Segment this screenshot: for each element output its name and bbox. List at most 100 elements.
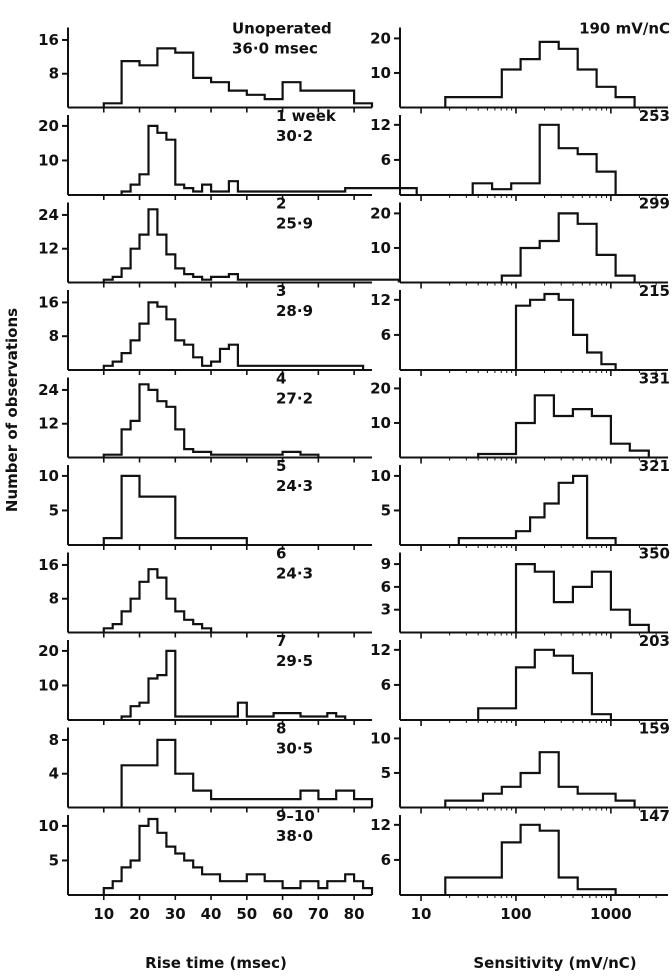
left-panel-2-histogram [120, 124, 418, 195]
left-xtick-label-2: 30 [165, 905, 186, 923]
left-xtick-label-4: 50 [236, 905, 257, 923]
right-panel-9-annotation: 159 [639, 720, 670, 738]
left-panel-4-annotation-1: 28·9 [276, 302, 313, 320]
left-panel-1-ytick-label-1: 8 [49, 65, 59, 83]
right-panel-7-annotation: 350 [639, 545, 670, 563]
left-panel-9-annotation-0: 8 [276, 720, 286, 738]
left-panel-10-histogram [102, 817, 374, 895]
right-panel-10-ytick-label-1: 6 [381, 851, 391, 869]
left-panel-6-ytick-label-0: 10 [38, 467, 59, 485]
right-panel-5-ytick-label-1: 10 [370, 414, 391, 432]
left-xtick-label-7: 80 [344, 905, 365, 923]
left-panel-10-annotation-1: 38·0 [276, 827, 313, 845]
left-panel-7-annotation-1: 24·3 [276, 565, 313, 583]
right-panel-7-ytick-label-1: 6 [381, 578, 391, 596]
right-panel-9-histogram [444, 751, 636, 808]
left-panel-7-ytick-label-0: 16 [38, 556, 59, 574]
right-panel-3-ytick-label-1: 10 [370, 239, 391, 257]
right-panel-5-annotation: 331 [639, 370, 670, 388]
left-panel-7-annotation-0: 6 [276, 545, 286, 563]
left-panel-7-ytick-label-1: 8 [49, 590, 59, 608]
right-panel-3-ytick-label-0: 20 [370, 204, 391, 222]
left-xtick-label-1: 20 [129, 905, 150, 923]
left-panel-3-ytick-label-0: 24 [38, 206, 59, 224]
left-panel-2-annotation-1: 30·2 [276, 127, 313, 145]
left-xtick-label-5: 60 [272, 905, 293, 923]
right-panel-7-ytick-label-2: 3 [381, 601, 391, 619]
right-panel-4-ytick-label-1: 6 [381, 326, 391, 344]
right-xtick-label-1: 100 [500, 905, 531, 923]
left-panel-1-ytick-label-0: 16 [38, 31, 59, 49]
right-panel-8-annotation: 203 [639, 632, 670, 650]
right-panel-1-ytick-label-1: 10 [370, 64, 391, 82]
right-panel-7-histogram [514, 563, 650, 633]
left-panel-4-ytick-label-1: 8 [49, 327, 59, 345]
right-panel-4-ytick-label-0: 12 [370, 291, 391, 309]
left-panel-5-ytick-label-0: 24 [38, 381, 59, 399]
right-panel-10-ytick-label-0: 12 [370, 816, 391, 834]
right-panel-1-annotation: 190 mV/nC [579, 20, 670, 38]
left-panel-5-histogram [102, 383, 320, 458]
left-panel-10-ytick-label-1: 5 [49, 851, 59, 869]
right-panel-6-ytick-label-0: 10 [370, 467, 391, 485]
right-panel-2-ytick-label-1: 6 [381, 151, 391, 169]
left-panel-1-histogram [102, 47, 374, 108]
right-panel-8-histogram [477, 648, 612, 720]
right-panel-2-ytick-label-0: 12 [370, 116, 391, 134]
right-panel-6-annotation: 321 [639, 457, 670, 475]
left-panel-7-histogram [102, 568, 213, 633]
right-panel-9-ytick-label-1: 5 [381, 764, 391, 782]
left-panel-9-annotation-1: 30·5 [276, 740, 313, 758]
right-panel-2-histogram [471, 123, 617, 195]
left-panel-1-annotation-0: Unoperated [232, 20, 332, 38]
right-panel-9-ytick-label-0: 10 [370, 729, 391, 747]
right-panel-8-ytick-label-1: 6 [381, 676, 391, 694]
left-panel-8-ytick-label-1: 10 [38, 676, 59, 694]
left-panel-8-annotation-1: 29·5 [276, 652, 313, 670]
left-panel-4-annotation-0: 3 [276, 282, 286, 300]
right-panel-3-annotation: 299 [639, 195, 670, 213]
left-panel-3-annotation-0: 2 [276, 195, 286, 213]
left-xtick-label-6: 70 [308, 905, 329, 923]
left-panel-2-annotation-0: 1 week [276, 107, 337, 125]
left-xtick-label-0: 10 [93, 905, 114, 923]
left-panel-6-annotation-1: 24·3 [276, 477, 313, 495]
right-x-axis-label: Sensitivity (mV/nC) [473, 954, 636, 972]
right-panel-10-histogram [444, 823, 617, 895]
right-panel-1-ytick-label-0: 20 [370, 29, 391, 47]
left-panel-8-histogram [120, 649, 347, 720]
left-panel-4-ytick-label-0: 16 [38, 293, 59, 311]
right-panel-4-histogram [514, 292, 617, 370]
left-panel-4-histogram [102, 301, 365, 370]
right-panel-6-ytick-label-1: 5 [381, 501, 391, 519]
left-panel-6-ytick-label-1: 5 [49, 501, 59, 519]
left-panel-8-annotation-0: 7 [276, 632, 286, 650]
left-panel-2-ytick-label-1: 10 [38, 151, 59, 169]
left-panel-1-annotation-1: 36·0 msec [232, 40, 318, 58]
left-panel-8-ytick-label-0: 20 [38, 642, 59, 660]
left-panel-2-ytick-label-0: 20 [38, 117, 59, 135]
right-panel-10-annotation: 147 [639, 807, 670, 825]
left-xtick-label-3: 40 [201, 905, 222, 923]
left-panel-10-ytick-label-0: 10 [38, 817, 59, 835]
right-panel-5-ytick-label-0: 20 [370, 379, 391, 397]
left-panel-6-annotation-0: 5 [276, 457, 286, 475]
left-panel-6-histogram [102, 474, 248, 545]
right-panel-8-ytick-label-0: 12 [370, 641, 391, 659]
left-x-axis-label: Rise time (msec) [145, 954, 287, 972]
right-panel-1-histogram [444, 40, 636, 108]
right-panel-5-histogram [477, 394, 650, 458]
left-panel-3-histogram [102, 208, 400, 283]
left-panel-9-ytick-label-1: 4 [49, 765, 59, 783]
left-panel-5-ytick-label-1: 12 [38, 415, 59, 433]
right-panel-2-annotation: 253 [639, 107, 670, 125]
right-panel-3-histogram [500, 212, 636, 283]
right-xtick-label-2: 1000 [590, 905, 632, 923]
right-panel-6-histogram [457, 474, 617, 545]
left-panel-3-annotation-1: 25·9 [276, 215, 313, 233]
left-panel-5-annotation-1: 27·2 [276, 390, 313, 408]
right-panel-7-ytick-label-0: 9 [381, 555, 391, 573]
right-panel-4-annotation: 215 [639, 282, 670, 300]
